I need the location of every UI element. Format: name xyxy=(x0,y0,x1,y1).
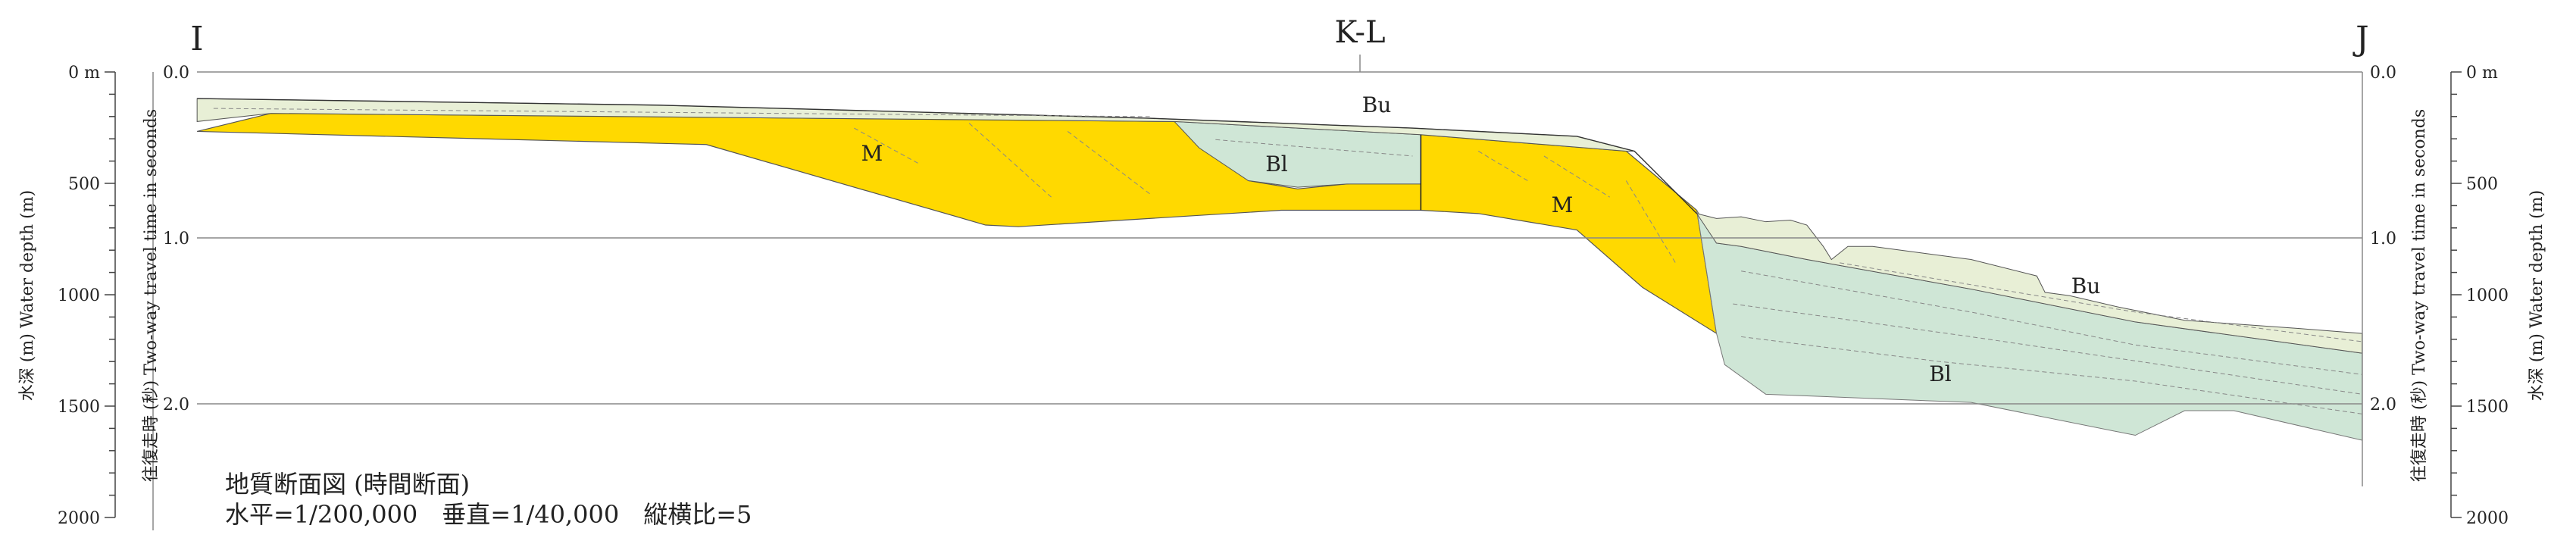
time-tick-label: 0.0 xyxy=(163,64,189,83)
marker-center: K-L xyxy=(1334,15,1385,50)
depth-tick-label: 500 xyxy=(68,175,100,194)
unit-label: M xyxy=(1552,192,1574,217)
unit-label: M xyxy=(861,141,883,166)
time-tick-label: 1.0 xyxy=(163,230,189,249)
unit-labels: Bu Bl M M Bu Bl xyxy=(861,92,2101,386)
time-tick-label: 2.0 xyxy=(2370,395,2396,414)
seafloor xyxy=(197,98,1696,214)
time-axis-label: 往復走時 (秒) Two-way travel time in seconds xyxy=(142,109,161,482)
depth-axis-label: 水深 (m) Water depth (m) xyxy=(2528,190,2546,401)
depth-tick-label: 0 m xyxy=(2466,64,2498,83)
unit-label: Bu xyxy=(1362,92,1392,117)
unit-label: Bl xyxy=(1929,361,1952,386)
depth-tick-label: 2000 xyxy=(2466,509,2509,528)
depth-tick-label: 1500 xyxy=(2466,398,2509,417)
m-unit xyxy=(197,114,1716,334)
time-tick-label: 1.0 xyxy=(2370,230,2396,249)
geology xyxy=(197,98,2362,440)
reflectors xyxy=(214,108,2362,414)
depth-tick-label: 0 m xyxy=(68,64,100,83)
time-axis-label: 往復走時 (秒) Two-way travel time in seconds xyxy=(2410,109,2429,482)
time-tick-label: 0.0 xyxy=(2370,64,2396,83)
caption: 水平=1/200,000 垂直=1/40,000 縦横比=5 xyxy=(225,500,752,529)
unit-label: Bu xyxy=(2071,274,2101,299)
depth-tick-label: 1000 xyxy=(2466,286,2509,305)
marker-left: I xyxy=(190,20,203,58)
depth-tick-label: 1000 xyxy=(58,286,100,305)
unit-label: Bl xyxy=(1265,152,1288,177)
marker-right: J xyxy=(2352,20,2369,58)
depth-tick-label: 500 xyxy=(2466,175,2498,194)
time-tick-label: 2.0 xyxy=(163,395,189,414)
frame xyxy=(152,55,2363,530)
depth-tick-label: 2000 xyxy=(58,509,100,528)
bu-right xyxy=(1697,214,2362,353)
depth-tick-label: 1500 xyxy=(58,398,100,417)
depth-axis-label: 水深 (m) Water depth (m) xyxy=(18,190,37,401)
caption: 地質断面図 (時間断面) xyxy=(225,470,470,499)
